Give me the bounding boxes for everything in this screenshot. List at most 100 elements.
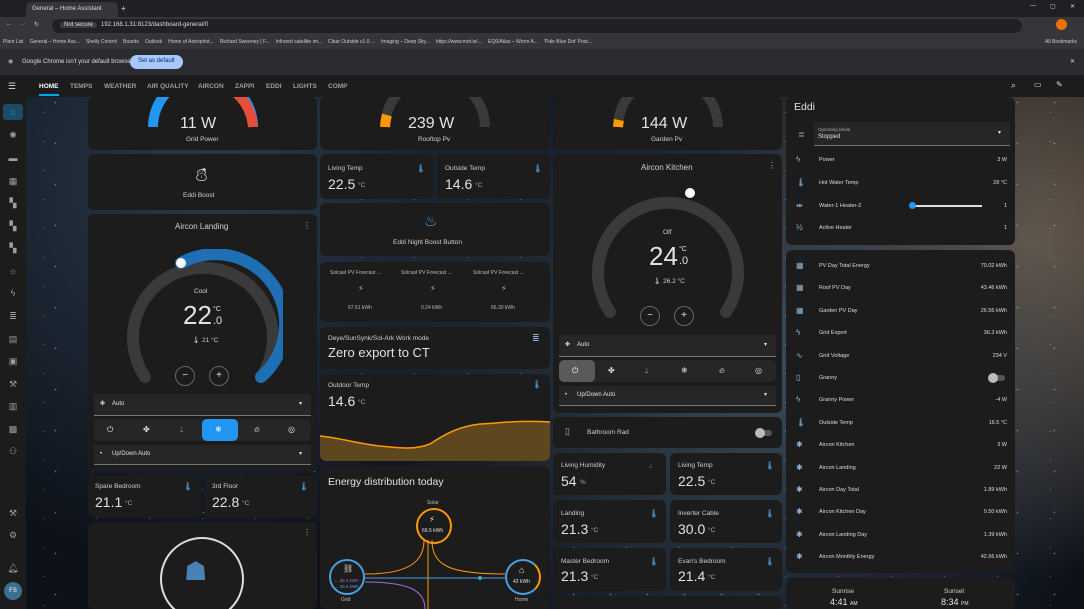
auto-icon[interactable]: ◎ bbox=[755, 366, 762, 375]
eddi-row-hot-water-temp[interactable]: 🌡︎ Hot Water Temp 28 °C bbox=[786, 172, 1015, 194]
bookmark-item[interactable]: General – Home Ass... bbox=[29, 39, 80, 45]
tab-air-quality[interactable]: AIR QUALITY bbox=[147, 83, 189, 90]
solar-icon[interactable]: ▦ bbox=[8, 176, 18, 186]
deye-work-mode-card[interactable]: Deye/SunSynk/Sol-Ark Work mode ≣ Zero ex… bbox=[320, 327, 550, 369]
search-icon[interactable]: ⌕ bbox=[1011, 80, 1017, 90]
reload-icon[interactable]: ↻ bbox=[34, 22, 40, 28]
entity-row[interactable]: ✱ Aircon Landing Day 1.39 kWh bbox=[786, 524, 1015, 546]
entity-row[interactable]: ▦ PV Day Total Energy 70.02 kWh bbox=[786, 255, 1015, 277]
living-temp-tile[interactable]: Living Temp 🌡︎ 22.5 °C bbox=[320, 154, 433, 199]
landing-preset-select[interactable]: • Up/Down Auto ▾ bbox=[94, 445, 311, 465]
bookmark-item[interactable]: Shelly Control bbox=[85, 39, 118, 45]
solar-node[interactable]: ⚡︎ 69.5 kWh bbox=[416, 508, 452, 544]
avatar[interactable]: FS bbox=[4, 582, 22, 600]
more-icon[interactable]: ⋮ bbox=[303, 528, 311, 537]
dashboard-icon[interactable]: ▚ bbox=[9, 198, 17, 208]
kitchen-hvac-select[interactable]: ✤ Auto ▾ bbox=[559, 335, 776, 357]
minimize-icon[interactable]: — bbox=[1030, 3, 1036, 9]
bookmark-item[interactable]: 'Pale Blue Dot' Post... bbox=[543, 39, 592, 45]
entity-row[interactable]: ✱ Aircon Kitchen Day 0.50 kWh bbox=[786, 501, 1015, 523]
dry-icon[interactable]: 💧︎ bbox=[180, 425, 184, 434]
heat-icon[interactable]: 🔥︎ bbox=[719, 366, 725, 375]
all-bookmarks[interactable]: All Bookmarks bbox=[1045, 39, 1077, 45]
network-icon[interactable]: ⚇ bbox=[8, 446, 18, 456]
developer-tools-icon[interactable]: ⚒ bbox=[8, 508, 18, 518]
heat-icon[interactable]: 🔥︎ bbox=[254, 425, 260, 434]
living-temp-tile-2[interactable]: Living Temp 🌡︎ 22.5 °C bbox=[670, 453, 782, 495]
granny-switch[interactable] bbox=[988, 373, 1005, 383]
entity-row[interactable]: ✱ Aircon Landing 22 W bbox=[786, 457, 1015, 479]
set-default-button[interactable]: Set as default bbox=[130, 55, 183, 69]
bookmark-item[interactable]: EQ6/Atlas – Worm A... bbox=[487, 39, 538, 45]
tab-weather[interactable]: WEATHER bbox=[104, 83, 137, 90]
tab-temps[interactable]: TEMPS bbox=[70, 83, 93, 90]
bookmark-item[interactable]: Plant List bbox=[3, 39, 24, 45]
list-icon[interactable]: ≣ bbox=[9, 311, 17, 321]
eddi-boost-button[interactable]: ⛄︎ Eddi Boost bbox=[88, 154, 317, 210]
light-dial[interactable] bbox=[160, 537, 244, 609]
eddi-night-boost-button[interactable]: ♨ Eddi Night Boost Button bbox=[320, 203, 550, 256]
landing-thermostat-dial[interactable] bbox=[123, 249, 283, 389]
profile-icon[interactable] bbox=[1056, 19, 1067, 30]
tab-lights[interactable]: LIGHTS bbox=[293, 83, 317, 90]
browser-tab[interactable]: General – Home Assistant bbox=[26, 2, 118, 17]
bookmark-item[interactable]: Outlook bbox=[144, 39, 163, 45]
rooftop-pv-gauge[interactable]: 239 W Rooftop Pv bbox=[320, 97, 550, 150]
decrease-temp-button[interactable]: − bbox=[175, 366, 195, 386]
third-floor-tile[interactable]: 3rd Floor 🌡︎ 22.8 °C bbox=[205, 476, 317, 518]
more-icon[interactable]: ⋮ bbox=[303, 221, 311, 230]
entity-row[interactable]: ✱ Aircon Day Total 1.89 kWh bbox=[786, 479, 1015, 501]
inverter-cable-tile[interactable]: Inverter Cable 🌡︎ 30.0 °C bbox=[670, 500, 782, 543]
landing-tile[interactable]: Landing 🌡︎ 21.3 °C bbox=[553, 500, 666, 543]
bookmark-item[interactable]: Richard Sweeney | F... bbox=[219, 39, 270, 45]
bookmark-item[interactable]: Boards bbox=[123, 39, 139, 45]
logbook-icon[interactable]: ▤ bbox=[8, 334, 18, 344]
store-icon[interactable]: ▥ bbox=[8, 401, 18, 411]
home-node[interactable]: ⌂ 42 kWh bbox=[505, 559, 541, 595]
bookmark-item[interactable]: https://www.met.ie/... bbox=[435, 39, 482, 45]
kitchen-preset-select[interactable]: • Up/Down Auto ▾ bbox=[559, 386, 776, 406]
kitchen-thermostat-dial[interactable] bbox=[588, 184, 748, 324]
home-icon[interactable]: ⌂ bbox=[10, 107, 16, 117]
cool-icon[interactable]: ❄ bbox=[681, 366, 688, 375]
back-icon[interactable]: ← bbox=[6, 21, 12, 27]
tab-home[interactable]: HOME bbox=[39, 83, 59, 96]
eddi-row-active-heater[interactable]: ½ Active Heater 1 bbox=[786, 217, 1015, 239]
media-icon[interactable]: ▩ bbox=[8, 424, 18, 434]
living-humidity-tile[interactable]: Living Humidity 💧︎ 54 % bbox=[553, 453, 666, 495]
close-notice-icon[interactable]: ✕ bbox=[1070, 59, 1076, 65]
landing-hvac-select[interactable]: ✤ Auto ▾ bbox=[94, 394, 311, 416]
increase-temp-button[interactable]: + bbox=[674, 306, 694, 326]
new-tab-icon[interactable]: + bbox=[121, 4, 126, 13]
dashboard-icon-2[interactable]: ▚ bbox=[9, 221, 17, 231]
cool-icon[interactable]: ❄ bbox=[215, 425, 222, 434]
grid-power-gauge[interactable]: 11 W Grid Power bbox=[88, 97, 317, 150]
power-icon[interactable]: ⏻ bbox=[572, 366, 579, 375]
car-icon[interactable]: ▬ bbox=[8, 153, 18, 163]
maximize-icon[interactable]: ▢ bbox=[1050, 4, 1056, 10]
entity-row[interactable]: 🌡︎ Outside Temp 16.5 °C bbox=[786, 412, 1015, 434]
bookmark-item[interactable]: Home of Astrophot... bbox=[168, 39, 214, 45]
heater-slider[interactable] bbox=[909, 202, 982, 209]
fan-mode-icon[interactable]: ✤ bbox=[143, 425, 150, 434]
calendar-icon[interactable]: ▣ bbox=[8, 356, 18, 366]
auto-icon[interactable]: ◎ bbox=[288, 425, 295, 434]
bookmark-item[interactable]: Infrared satellite im... bbox=[275, 39, 323, 45]
light-icon[interactable]: ✺ bbox=[9, 130, 17, 140]
entity-row[interactable]: ▦ Roof PV Day 43.46 kWh bbox=[786, 277, 1015, 299]
garden-pv-gauge[interactable]: 144 W Garden Pv bbox=[553, 97, 782, 150]
eddi-row-heater-slider[interactable]: ⇹ Water-1 Heater-2 1 bbox=[786, 195, 1015, 217]
outside-temp-tile[interactable]: Outside Temp 🌡︎ 14.6 °C bbox=[437, 154, 550, 199]
bookmark-item[interactable]: Clear Outside v1.0 ... bbox=[328, 39, 376, 45]
operating-mode-select[interactable]: Operating Mode Stopped ▾ bbox=[814, 122, 1010, 146]
bookmark-item[interactable]: Imaging – Deep Sky... bbox=[381, 39, 430, 45]
entity-row[interactable]: ϟ Grid Export 36.3 kWh bbox=[786, 322, 1015, 344]
dry-icon[interactable]: 💧︎ bbox=[645, 366, 649, 375]
entity-row[interactable]: ϟ Granny Power -4 W bbox=[786, 389, 1015, 411]
bathroom-rad-toggle-row[interactable]: ▯ Bathroom Rad bbox=[553, 417, 782, 448]
not-secure-badge[interactable]: Not secure bbox=[60, 22, 98, 28]
tab-comp[interactable]: COMP bbox=[328, 83, 348, 90]
tools-icon[interactable]: ⚒ bbox=[8, 379, 18, 389]
outdoor-temp-graph[interactable]: Outdoor Temp 🌡︎ 14.6 °C bbox=[320, 374, 550, 461]
fan-mode-icon[interactable]: ✤ bbox=[608, 366, 615, 375]
